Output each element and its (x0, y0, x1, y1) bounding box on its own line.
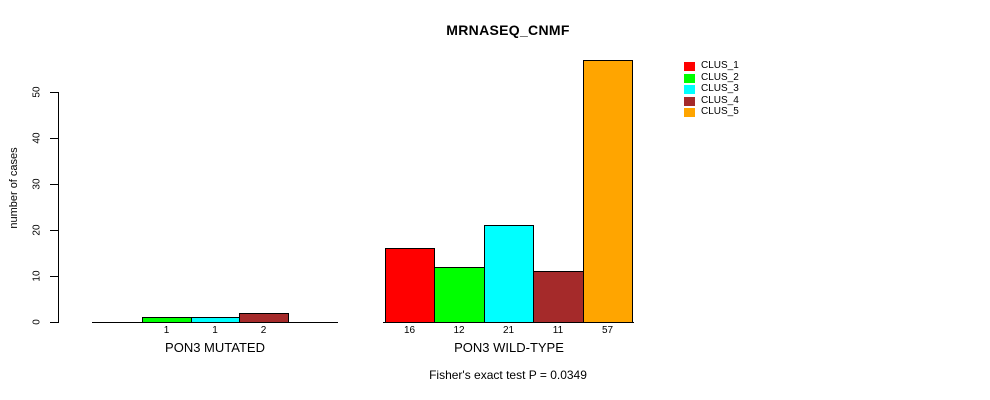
legend-swatch-icon (684, 73, 695, 83)
legend-swatch-icon (684, 96, 695, 106)
legend-label: CLUS_5 (701, 106, 739, 117)
legend-swatch-icon (684, 84, 695, 94)
bar-value-label: 57 (601, 325, 614, 336)
y-axis-tick-label: 20 (31, 224, 43, 236)
y-axis-tick-label: 50 (31, 86, 43, 98)
legend-item: CLUS_1 (684, 61, 739, 71)
bar-value-label: 21 (502, 325, 515, 336)
bar-value-label: 1 (163, 325, 170, 336)
y-axis-tick-label: 0 (31, 319, 43, 325)
y-axis-tick (50, 276, 59, 277)
legend-label: CLUS_2 (701, 72, 739, 83)
y-axis-tick-label: 40 (31, 132, 43, 144)
legend-swatch-icon (684, 61, 695, 71)
y-axis-tick (50, 322, 59, 323)
bar-clus_3 (484, 225, 534, 323)
legend-item: CLUS_5 (684, 107, 739, 117)
stat-test-caption: Fisher's exact test P = 0.0349 (429, 368, 587, 382)
bar-clus_5 (583, 60, 633, 323)
legend-label: CLUS_1 (701, 60, 739, 71)
bar-clus_2 (434, 267, 485, 323)
bar-value-label: 11 (552, 325, 564, 336)
bar-value-label: 1 (212, 325, 218, 336)
y-axis-tick (50, 184, 59, 185)
group-label: PON3 MUTATED (165, 340, 265, 355)
y-axis-tick-label: 30 (31, 178, 43, 190)
y-axis-tick-label: 10 (31, 270, 43, 282)
chart-title: MRNASEQ_CNMF (446, 22, 570, 38)
legend-label: CLUS_4 (701, 95, 739, 106)
bar-value-label: 2 (260, 325, 267, 336)
group-label: PON3 WILD-TYPE (454, 340, 564, 355)
y-axis-tick (50, 92, 59, 93)
bar-value-label: 16 (403, 325, 416, 336)
y-axis-tick (50, 138, 59, 139)
bar-clus_4 (239, 313, 289, 323)
bar-clus_1 (385, 248, 435, 323)
y-axis-line (58, 92, 59, 323)
legend-label: CLUS_3 (701, 83, 739, 94)
bar-clus_2 (142, 317, 192, 323)
y-axis-tick (50, 230, 59, 231)
legend-item: CLUS_3 (684, 84, 739, 94)
bar-clus_3 (191, 317, 240, 323)
legend-item: CLUS_2 (684, 73, 739, 83)
bar-clus_4 (533, 271, 584, 323)
bar-value-label: 12 (453, 325, 465, 336)
legend-swatch-icon (684, 107, 695, 117)
legend-item: CLUS_4 (684, 96, 739, 106)
